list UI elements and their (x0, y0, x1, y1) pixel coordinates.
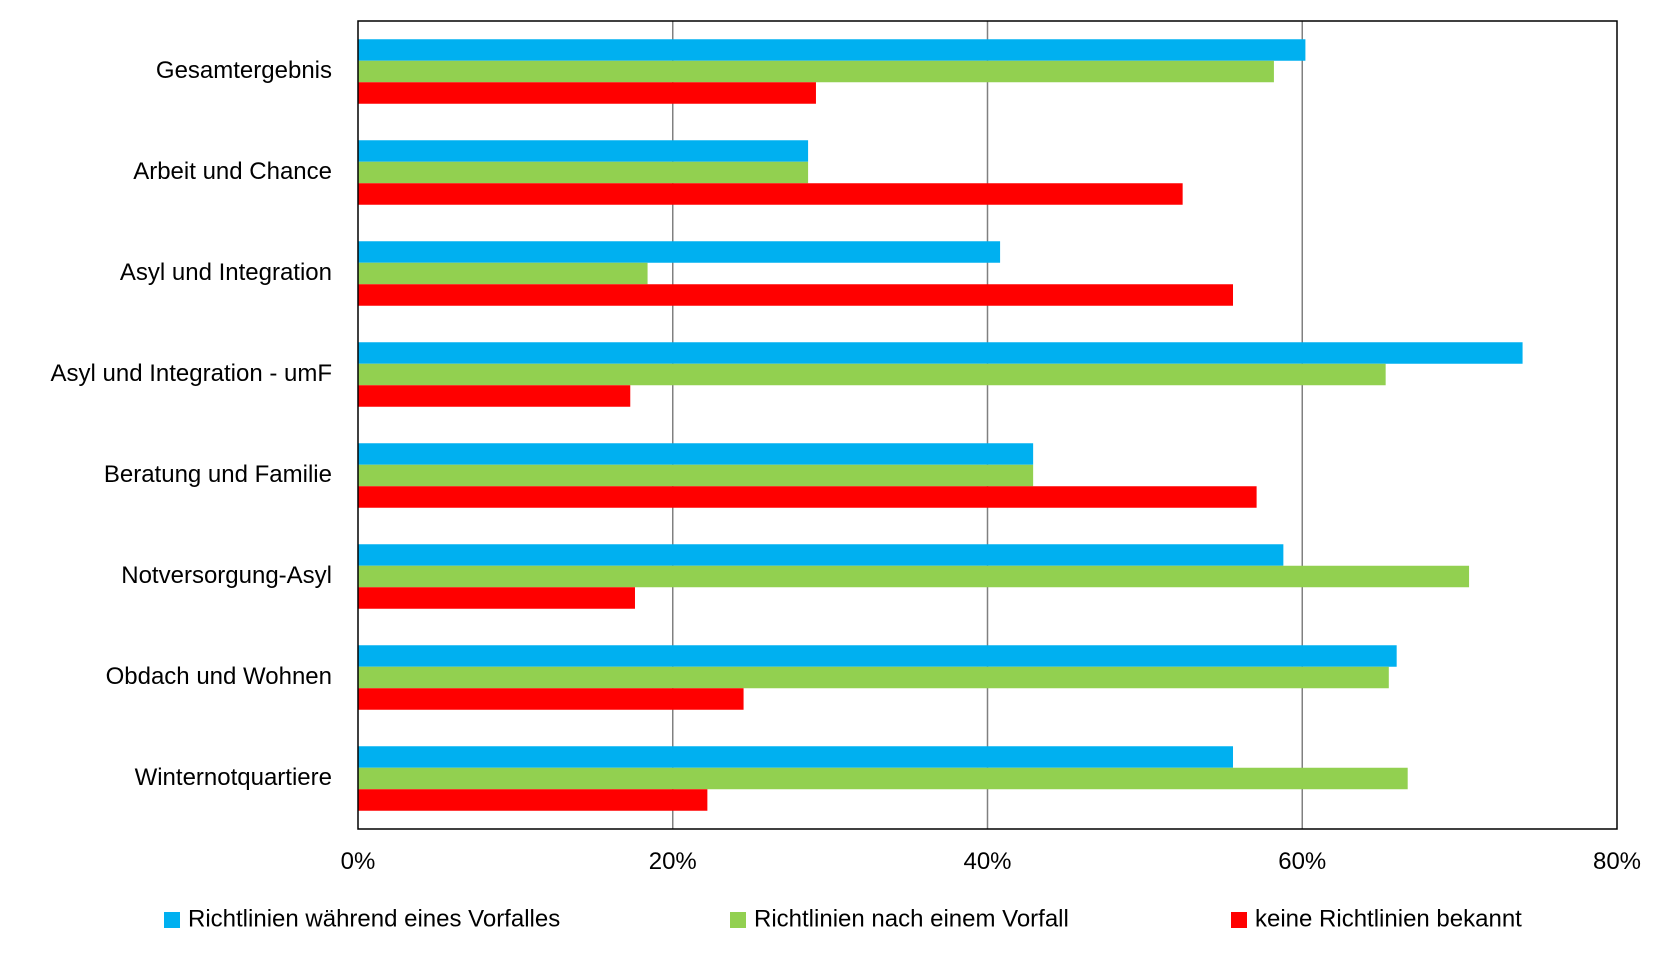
category-label: Notversorgung-Asyl (121, 562, 332, 589)
bars (358, 39, 1523, 811)
legend[interactable]: Richtlinien während eines Vorfalles Richt… (164, 905, 1522, 932)
legend-swatch (730, 912, 746, 928)
legend-label: Richtlinien nach einem Vorfall (754, 905, 1069, 932)
bar-series1-6 (358, 544, 1284, 566)
bar-series1-4 (358, 342, 1523, 364)
bar-series2-8 (358, 767, 1408, 790)
x-tick-label: 60% (1278, 848, 1326, 875)
category-label: Winternotquartiere (135, 764, 332, 791)
bar-series1-1 (358, 39, 1306, 61)
bar-series3-7 (358, 688, 744, 710)
category-label: Gesamtergebnis (156, 57, 332, 84)
bar-series2-6 (358, 565, 1470, 588)
x-tick-label: 40% (963, 848, 1011, 875)
legend-item[interactable]: Richtlinien nach einem Vorfall (730, 905, 1069, 932)
bar-series2-4 (358, 363, 1386, 386)
bar-series3-2 (358, 183, 1183, 205)
legend-item[interactable]: keine Richtlinien bekannt (1231, 905, 1522, 932)
x-tick-label: 0% (341, 848, 376, 875)
bar-series1-2 (358, 140, 809, 162)
bar-series1-3 (358, 241, 1001, 263)
legend-swatch (164, 912, 180, 928)
bar-series2-1 (358, 60, 1274, 83)
bar-series2-5 (358, 464, 1034, 487)
bar-series1-5 (358, 443, 1034, 465)
bar-series3-5 (358, 486, 1257, 508)
bar-series3-1 (358, 82, 816, 104)
category-label: Asyl und Integration - umF (51, 360, 332, 387)
bar-series3-6 (358, 587, 635, 609)
legend-label: Richtlinien während eines Vorfalles (188, 905, 560, 932)
bar-series2-2 (358, 161, 809, 184)
bar-series3-8 (358, 789, 708, 811)
legend-swatch (1231, 912, 1247, 928)
legend-item[interactable]: Richtlinien während eines Vorfalles (164, 905, 560, 932)
legend-label: keine Richtlinien bekannt (1255, 905, 1522, 932)
category-label: Asyl und Integration (120, 259, 332, 286)
bar-series1-7 (358, 645, 1397, 667)
plot-area-frame (357, 20, 1618, 830)
x-tick-label: 20% (649, 848, 697, 875)
x-tick-label: 80% (1593, 848, 1641, 875)
bar-series3-4 (358, 385, 631, 407)
category-label: Arbeit und Chance (133, 158, 332, 185)
bar-series1-8 (358, 746, 1234, 768)
category-label: Beratung und Familie (104, 461, 332, 488)
bar-series2-7 (358, 666, 1389, 689)
bar-series2-3 (358, 262, 648, 285)
category-labels: Gesamtergebnis Arbeit und Chance Asyl und … (51, 57, 332, 791)
category-label: Obdach und Wohnen (106, 663, 332, 690)
bar-series3-3 (358, 284, 1234, 306)
x-axis-tick-labels: 0% 20% 40% 60% 80% (341, 848, 1641, 875)
